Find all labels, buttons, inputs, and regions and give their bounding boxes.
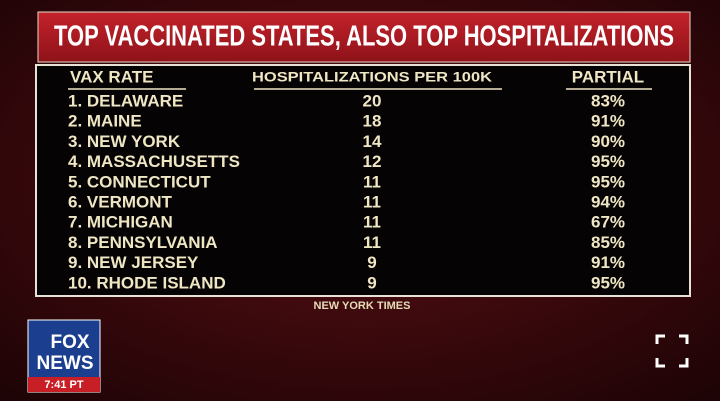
column-header: VAX RATE [70, 67, 153, 86]
hospitalizations-cell: 9 [367, 273, 376, 292]
time-box [28, 377, 100, 392]
logo-bottom: NEWS [37, 353, 94, 374]
hospitalizations-cell: 12 [363, 152, 382, 171]
state-cell: 1. DELAWARE [68, 91, 183, 110]
state-cell: 6. VERMONT [68, 192, 173, 211]
column-header: HOSPITALIZATIONS PER 100K [252, 69, 492, 85]
title-banner [37, 11, 691, 63]
partial-cell: 67% [591, 213, 625, 232]
state-cell: 9. NEW JERSEY [68, 253, 199, 272]
source: NEW YORK TIMES [314, 300, 411, 312]
partial-cell: 91% [591, 253, 625, 272]
state-cell: 10. RHODE ISLAND [68, 273, 226, 292]
state-cell: 3. NEW YORK [68, 132, 181, 151]
partial-cell: 95% [591, 273, 625, 292]
state-cell: 8. PENNSYLVANIA [68, 233, 218, 252]
table-box [35, 64, 691, 297]
logo-time: 7:41 PT [44, 379, 83, 391]
partial-cell: 83% [591, 91, 625, 110]
hospitalizations-cell: 11 [363, 233, 381, 252]
state-cell: 2. MAINE [68, 112, 142, 131]
fox-logo: FOX NEWS 7:41 PT [27, 319, 101, 393]
fullscreen-icon[interactable] [655, 334, 689, 368]
logo-top: FOX [50, 332, 89, 353]
title: TOP VACCINATED STATES, ALSO TOP HOSPITAL… [54, 21, 674, 53]
table: VAX RATE HOSPITALIZATIONS PER 100K PARTIAL… [68, 67, 652, 292]
hospitalizations-cell: 14 [363, 132, 382, 151]
hospitalizations-cell: 11 [363, 192, 381, 211]
partial-cell: 91% [591, 112, 625, 131]
column-header: PARTIAL [572, 67, 644, 86]
hospitalizations-cell: 11 [363, 213, 381, 232]
hospitalizations-cell: 9 [367, 253, 376, 272]
partial-cell: 90% [591, 132, 625, 151]
partial-cell: 94% [591, 192, 625, 211]
partial-cell: 95% [591, 172, 625, 191]
partial-cell: 95% [591, 152, 625, 171]
hospitalizations-cell: 18 [363, 112, 382, 131]
hospitalizations-cell: 20 [363, 91, 382, 110]
state-cell: 5. CONNECTICUT [68, 172, 211, 191]
hospitalizations-cell: 11 [363, 172, 381, 191]
partial-cell: 85% [591, 233, 625, 252]
state-cell: 4. MASSACHUSETTS [68, 152, 240, 171]
state-cell: 7. MICHIGAN [68, 213, 173, 232]
